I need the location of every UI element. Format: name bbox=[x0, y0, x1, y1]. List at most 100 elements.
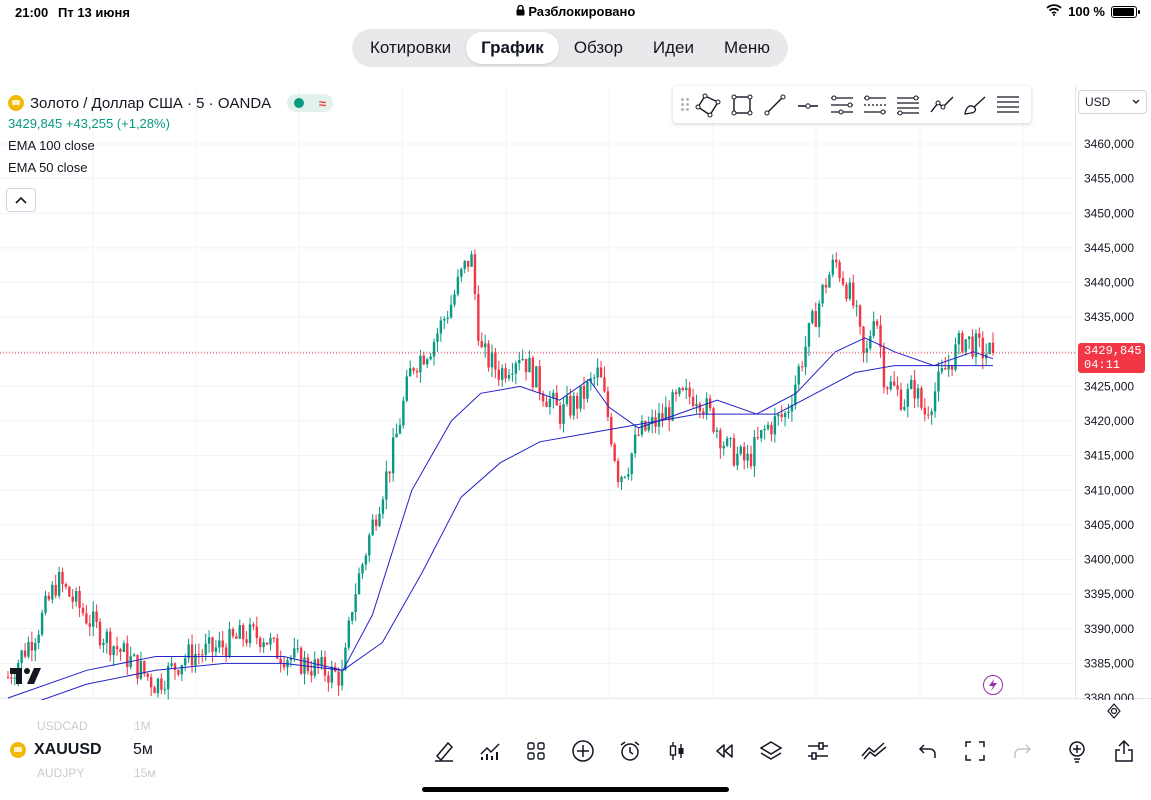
price-tick-label: 3445,000 bbox=[1084, 241, 1134, 255]
candle-body bbox=[20, 650, 23, 663]
indicators-button[interactable] bbox=[475, 736, 505, 766]
bottom-toolbar: USDCAD 1М AUDJPY 15м XAUUSD 5м bbox=[0, 719, 1151, 780]
candle-body bbox=[259, 637, 262, 648]
price-tick-label: 3420,000 bbox=[1084, 414, 1134, 428]
candle-body bbox=[729, 438, 732, 440]
candle-body bbox=[143, 661, 146, 674]
candle-body bbox=[81, 607, 85, 614]
tab-chart[interactable]: График bbox=[466, 32, 559, 64]
candle-body bbox=[149, 676, 153, 688]
price-tick-label: 3385,000 bbox=[1084, 656, 1134, 670]
symbol-title[interactable]: Золото / Доллар США · 5 · OANDA bbox=[30, 94, 272, 112]
candle-body bbox=[344, 647, 347, 670]
pattern-tool-button[interactable] bbox=[692, 89, 725, 121]
indicator-ema100[interactable]: EMA 100 close bbox=[8, 138, 95, 153]
candle-body bbox=[34, 643, 37, 651]
drawing-tools-button[interactable] bbox=[429, 736, 459, 766]
horizontal-ray-tool-button[interactable] bbox=[792, 89, 825, 121]
bar-countdown: 04:11 bbox=[1084, 358, 1121, 372]
candle-body bbox=[906, 388, 909, 407]
chart-type-button[interactable] bbox=[662, 736, 692, 766]
candle-body bbox=[119, 649, 122, 652]
candle-body bbox=[351, 612, 354, 621]
undo-button[interactable] bbox=[913, 736, 943, 766]
interval-picker[interactable]: 5м bbox=[133, 741, 153, 758]
pen-icon bbox=[435, 741, 454, 762]
candle-body bbox=[875, 321, 879, 326]
indicator-ema50[interactable]: EMA 50 close bbox=[8, 160, 88, 175]
candle-body bbox=[746, 453, 749, 461]
candle-body bbox=[105, 631, 109, 643]
collapse-legend-button[interactable] bbox=[6, 188, 36, 212]
compare-button[interactable] bbox=[859, 736, 889, 766]
share-icon bbox=[1115, 739, 1133, 762]
add-symbol-button[interactable] bbox=[568, 736, 598, 766]
axis-settings-button[interactable] bbox=[1106, 703, 1122, 724]
candle-body bbox=[991, 342, 995, 353]
candle-body bbox=[797, 366, 800, 385]
layouts-button[interactable] bbox=[521, 736, 551, 766]
price-chart[interactable]: 3460,000 3455,000 3450,000 3445,000 3440,000… bbox=[0, 86, 1151, 700]
parallel-channel-tool-button[interactable] bbox=[825, 89, 858, 121]
tab-overview[interactable]: Обзор bbox=[573, 38, 623, 57]
market-status-pill[interactable]: ≈ bbox=[287, 94, 334, 112]
xabcd-tool-button[interactable] bbox=[925, 89, 958, 121]
tab-menu[interactable]: Меню bbox=[724, 38, 770, 57]
candle-body bbox=[548, 398, 552, 407]
price-range-tool-button[interactable] bbox=[858, 89, 891, 121]
candle-body bbox=[378, 513, 381, 526]
candle-body bbox=[661, 413, 664, 420]
objects-tree-button[interactable] bbox=[756, 736, 786, 766]
tab-ideas[interactable]: Идеи bbox=[652, 38, 695, 57]
candle-body bbox=[903, 406, 906, 410]
tradingview-logo[interactable] bbox=[10, 666, 42, 691]
candle-body bbox=[402, 400, 405, 426]
lock-icon bbox=[516, 4, 529, 19]
candle-body bbox=[715, 430, 719, 432]
candle-body bbox=[535, 366, 538, 388]
price-tick-label: 3395,000 bbox=[1084, 587, 1134, 601]
chart-settings-button[interactable] bbox=[803, 736, 833, 766]
candle-body bbox=[807, 323, 811, 347]
candle-body bbox=[78, 590, 81, 608]
candle-body bbox=[218, 640, 221, 648]
candle-body bbox=[705, 398, 708, 415]
drag-handle-icon[interactable] bbox=[679, 95, 692, 115]
candle-body bbox=[753, 437, 756, 467]
candle-body bbox=[293, 648, 296, 658]
ideas-button[interactable] bbox=[1062, 736, 1092, 766]
candle-body bbox=[51, 584, 54, 600]
candle-body bbox=[446, 317, 449, 319]
brush-tool-button[interactable] bbox=[958, 89, 991, 121]
candle-body bbox=[800, 366, 804, 368]
tab-quotes[interactable]: Котировки bbox=[370, 38, 452, 57]
lightning-icon[interactable] bbox=[983, 675, 1003, 695]
candle-body bbox=[961, 333, 964, 352]
replay-button[interactable] bbox=[709, 736, 739, 766]
chart-legend: Золото / Доллар США · 5 · OANDA ≈ 3429,8… bbox=[8, 94, 334, 175]
candle-body bbox=[954, 344, 957, 370]
candle-body bbox=[681, 388, 685, 391]
candle-body bbox=[858, 305, 862, 327]
candle-body bbox=[770, 424, 773, 435]
wifi-icon bbox=[1046, 4, 1062, 19]
candle-body bbox=[838, 262, 841, 278]
candle-body bbox=[245, 639, 248, 644]
trend-line-tool-button[interactable] bbox=[758, 89, 791, 121]
rectangle-tool-button[interactable] bbox=[725, 89, 758, 121]
candle-body bbox=[64, 583, 68, 587]
fib-tool-button[interactable] bbox=[892, 89, 925, 121]
alert-button[interactable] bbox=[615, 736, 645, 766]
candle-body bbox=[616, 460, 620, 483]
more-drawings-button[interactable] bbox=[992, 89, 1025, 121]
candle-body bbox=[364, 555, 368, 565]
share-button[interactable] bbox=[1109, 736, 1139, 766]
currency-select[interactable]: USD bbox=[1078, 90, 1147, 114]
candle-body bbox=[238, 625, 241, 639]
candle-body bbox=[214, 647, 218, 652]
symbol-picker[interactable]: XAUUSD bbox=[10, 741, 102, 759]
candle-body bbox=[85, 613, 88, 624]
fullscreen-button[interactable] bbox=[960, 736, 990, 766]
candle-body bbox=[153, 687, 156, 694]
redo-button[interactable] bbox=[1007, 736, 1037, 766]
